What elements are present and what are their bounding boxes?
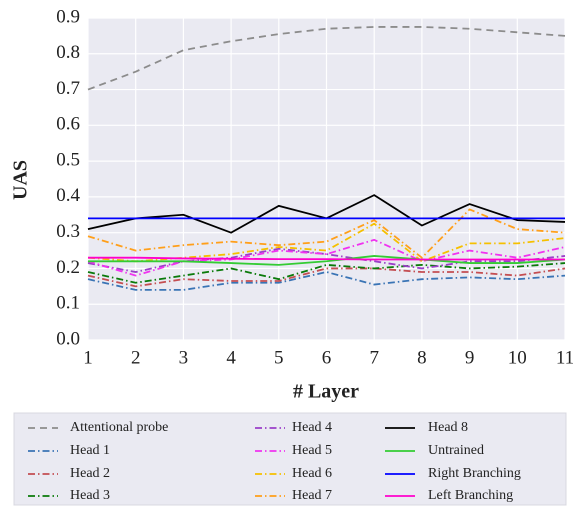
legend-label: Head 6 — [292, 466, 332, 481]
x-tick-label: 7 — [369, 347, 379, 368]
x-tick-label: 1 — [83, 347, 93, 368]
y-tick-label: 0.9 — [56, 6, 80, 27]
x-axis-label: # Layer — [293, 381, 359, 403]
series-line — [87, 271, 566, 291]
series-line — [88, 256, 565, 261]
y-tick-label: 0.7 — [56, 78, 80, 99]
series-line — [88, 255, 566, 266]
y-tick-label: 0.5 — [56, 149, 80, 170]
y-tick-label: 0.0 — [56, 328, 80, 349]
legend-label: Head 1 — [70, 443, 110, 458]
x-tick-label: 2 — [131, 347, 141, 368]
y-axis-label: UAS — [10, 160, 32, 200]
legend-label: Left Branching — [428, 488, 513, 503]
x-tick-label: 3 — [179, 347, 189, 368]
legend — [13, 412, 567, 506]
legend-label: Right Branching — [428, 466, 521, 481]
series-line — [87, 238, 566, 277]
x-tick-label: 10 — [508, 347, 527, 368]
series-line — [87, 26, 566, 91]
x-tick-label: 9 — [465, 347, 475, 368]
legend-label: Head 2 — [70, 466, 110, 481]
legend-label: Head 5 — [292, 443, 332, 458]
legend-label: Attentional probe — [70, 420, 168, 435]
y-tick-label: 0.6 — [56, 114, 80, 135]
y-tick-label: 0.8 — [56, 42, 80, 63]
y-tick-label: 0.4 — [56, 185, 80, 206]
x-tick-label: 4 — [226, 347, 236, 368]
legend-label: Head 4 — [292, 420, 332, 435]
y-tick-label: 0.1 — [56, 293, 80, 314]
x-tick-label: 8 — [417, 347, 427, 368]
y-tick-label: 0.3 — [56, 221, 80, 242]
legend-label: Head 3 — [70, 488, 110, 503]
legend-label: Untrained — [428, 443, 484, 458]
y-tick-label: 0.2 — [56, 257, 80, 278]
x-tick-label: 5 — [274, 347, 284, 368]
series-line — [87, 247, 566, 273]
series-line — [87, 208, 566, 259]
legend-label: Head 8 — [428, 420, 468, 435]
x-tick-label: 6 — [322, 347, 332, 368]
x-tick-label: 11 — [556, 347, 574, 368]
legend-label: Head 7 — [292, 488, 332, 503]
series-line — [87, 222, 566, 263]
